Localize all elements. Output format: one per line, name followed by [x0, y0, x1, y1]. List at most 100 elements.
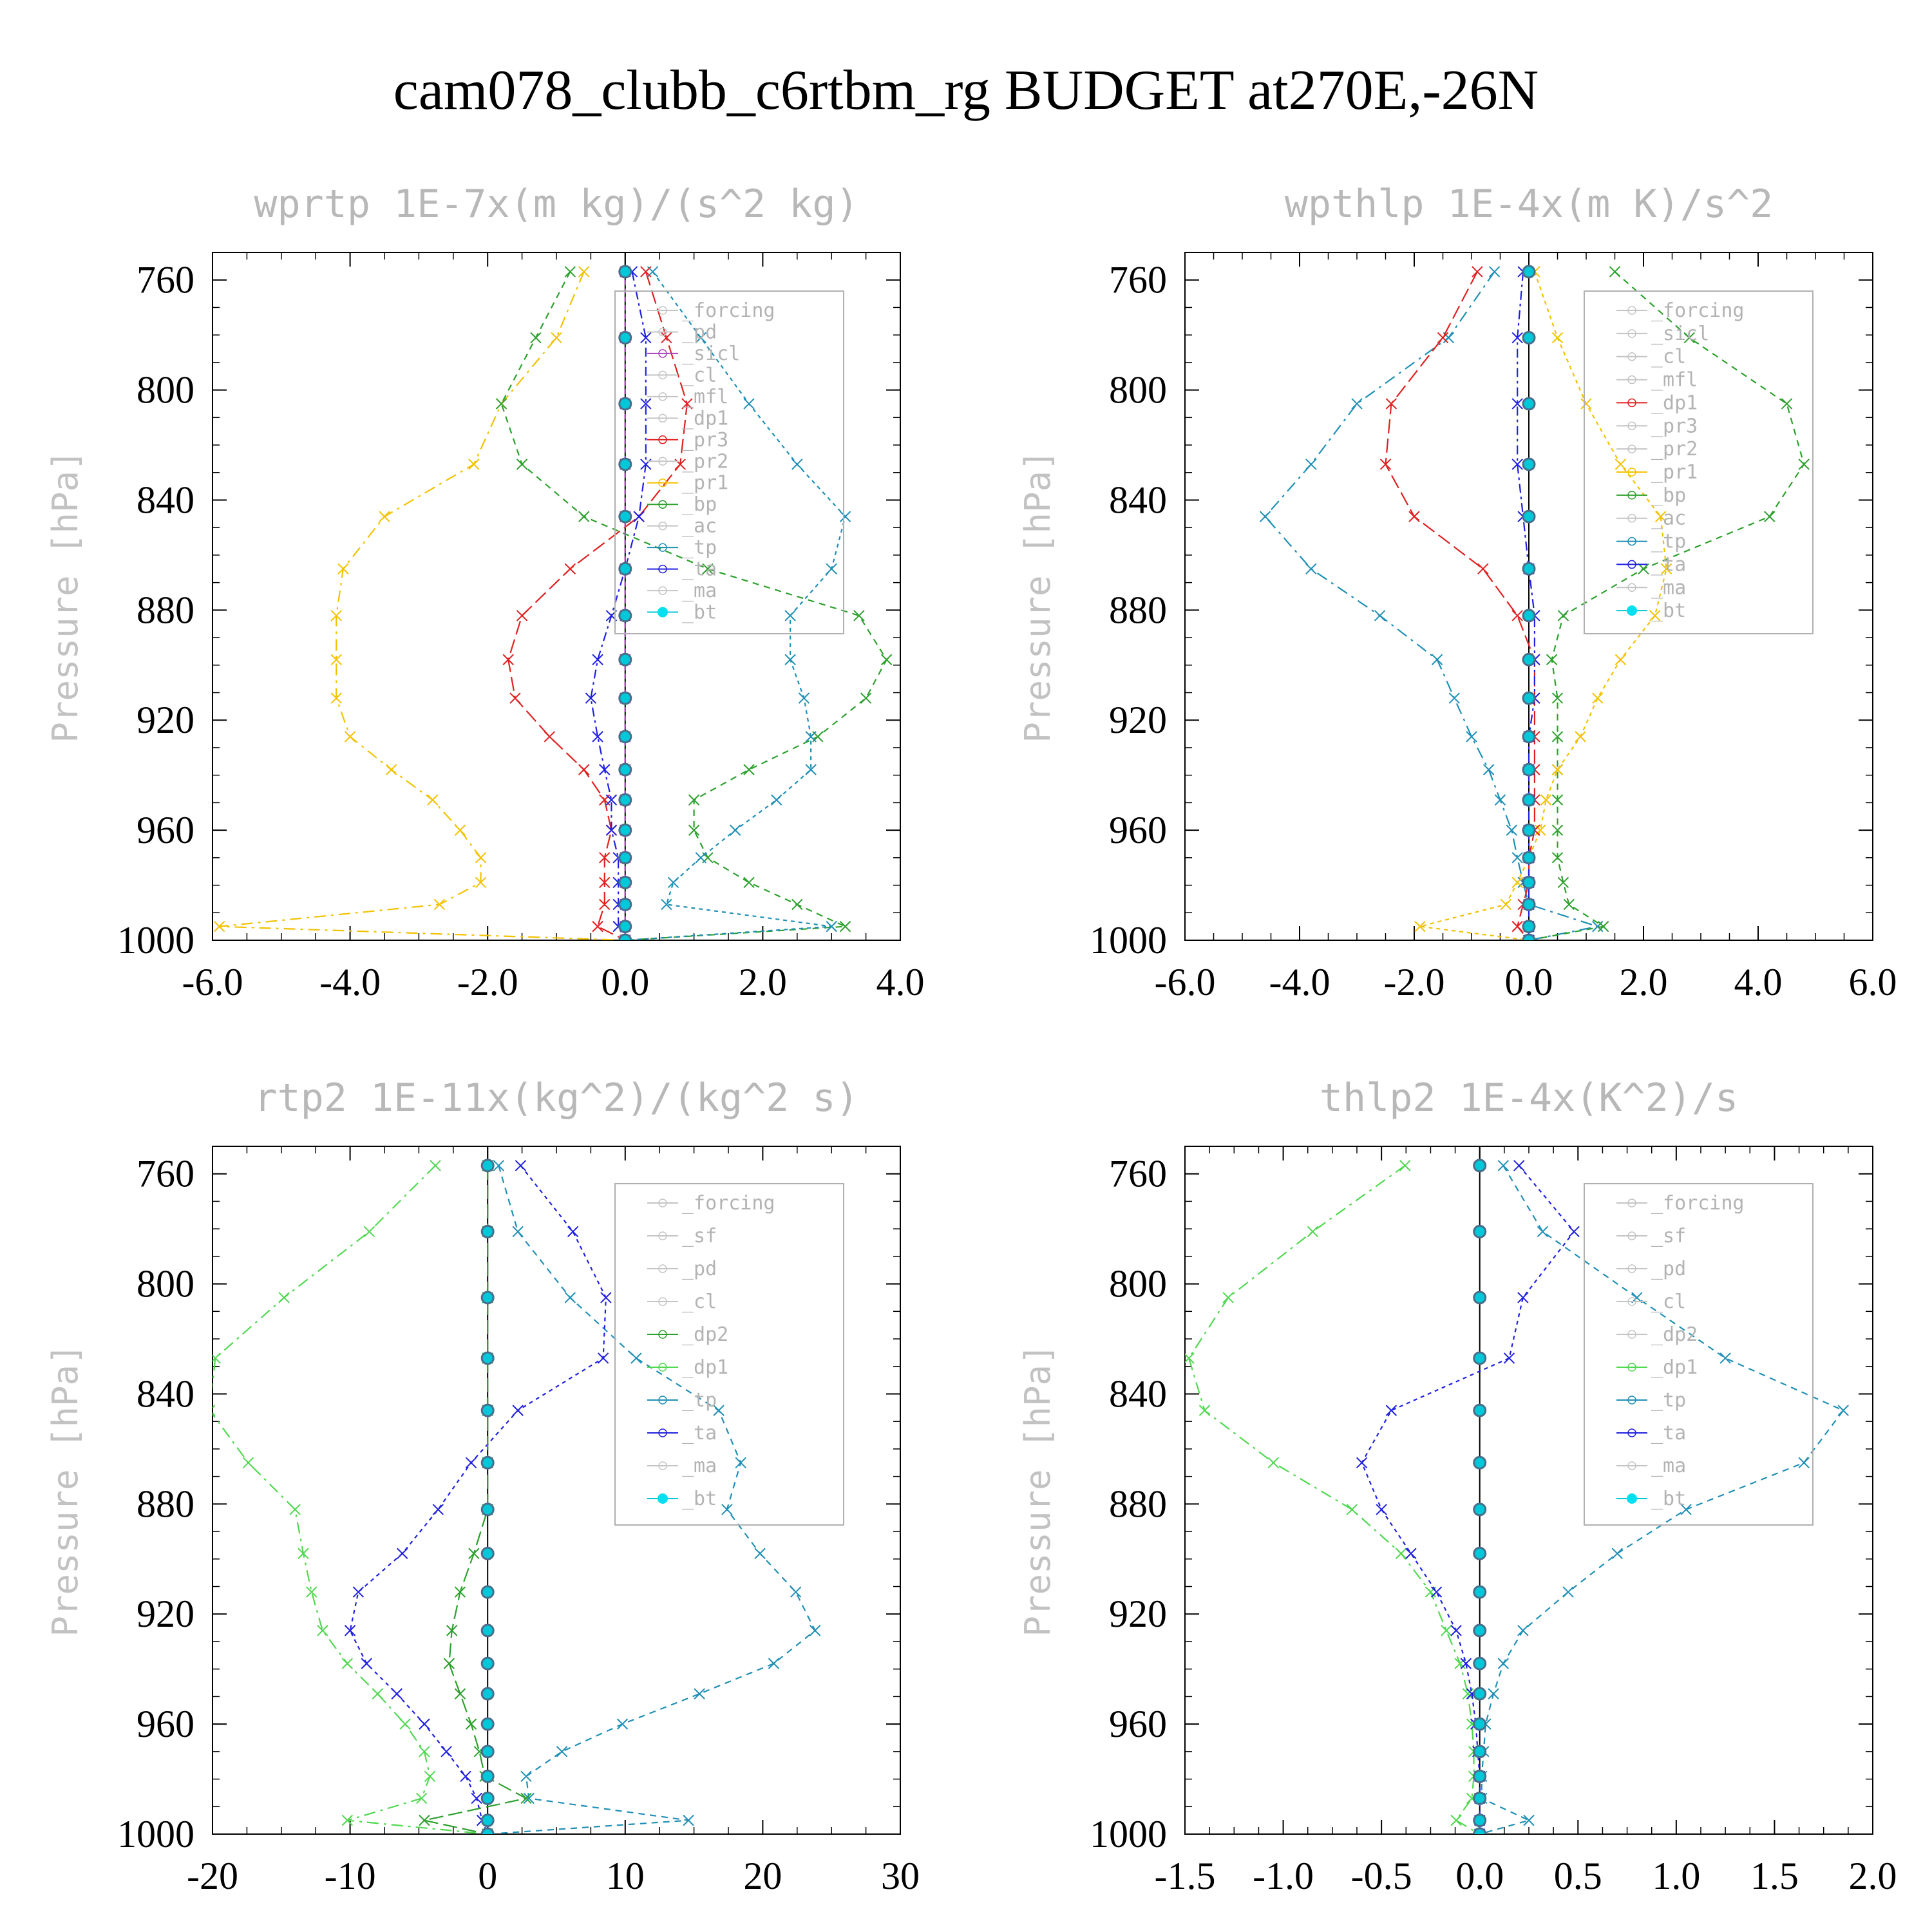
- data-point: [640, 332, 652, 344]
- data-point: [213, 1352, 221, 1364]
- data-point: [1185, 1352, 1195, 1364]
- legend-label: _pr3: [1651, 415, 1698, 437]
- legend-box: [1584, 1183, 1814, 1526]
- data-point: [1473, 1403, 1487, 1417]
- y-axis-label: Pressure [hPa]: [1018, 1343, 1058, 1636]
- data-point: [1551, 824, 1564, 836]
- data-point: [1477, 563, 1489, 574]
- data-point: [337, 563, 349, 574]
- legend-label: _ta: [682, 558, 717, 581]
- data-point: [743, 764, 755, 775]
- data-point: [599, 764, 611, 775]
- data-point: [415, 1792, 428, 1804]
- y-tick-label: 760: [137, 259, 194, 301]
- legend-label: _pd: [682, 321, 717, 343]
- data-point: [1437, 332, 1449, 344]
- legend-label: _mfl: [682, 386, 728, 408]
- legend-marker: [658, 586, 667, 595]
- data-point: [1781, 398, 1793, 410]
- data-point: [618, 793, 632, 807]
- data-point: [640, 266, 652, 278]
- data-point: [1522, 920, 1536, 934]
- data-point: [1473, 1827, 1487, 1834]
- legend-label: _forcing: [1651, 299, 1745, 322]
- data-point: [1222, 1292, 1234, 1303]
- legend-label: _bp: [1651, 484, 1686, 507]
- data-point: [853, 610, 865, 621]
- legend-label: _ma: [1651, 1455, 1686, 1477]
- page-title: cam078_clubb_c6rtbm_rg BUDGET at270E,-26…: [393, 59, 1539, 122]
- legend-label: _sicl: [682, 343, 740, 365]
- data-point: [317, 1625, 328, 1636]
- data-point: [1305, 459, 1317, 470]
- series-dp1: [1379, 266, 1540, 940]
- legend-label: _tp: [682, 1389, 717, 1412]
- data-point: [344, 1625, 356, 1636]
- series-tp: [620, 266, 851, 940]
- legend-marker: [658, 500, 667, 509]
- data-point: [1395, 1548, 1407, 1559]
- data-point: [427, 794, 439, 806]
- legend-marker: [1627, 605, 1637, 616]
- data-point: [419, 1718, 430, 1730]
- x-tick-label: -2.0: [457, 961, 518, 1003]
- legend-marker: [658, 521, 667, 531]
- legend-label: _dp1: [1651, 392, 1698, 414]
- data-point: [694, 1688, 705, 1700]
- data-point: [289, 1504, 301, 1515]
- data-point: [1346, 1504, 1358, 1515]
- x-tick-label: 2.0: [1620, 961, 1668, 1003]
- x-tick-label: -0.5: [1351, 1855, 1412, 1897]
- data-point: [242, 1457, 254, 1468]
- legend-marker: [1627, 536, 1636, 546]
- data-point: [1517, 1625, 1529, 1636]
- series-line: [500, 271, 887, 940]
- data-point: [419, 1746, 430, 1757]
- y-tick-label: 920: [1109, 1593, 1167, 1635]
- data-point: [1522, 457, 1536, 471]
- data-point: [605, 824, 618, 836]
- data-point: [805, 731, 817, 743]
- data-point: [330, 610, 342, 621]
- x-tick-label: 1.5: [1750, 1855, 1799, 1897]
- data-point: [1522, 652, 1536, 667]
- series-line: [219, 271, 625, 940]
- legend-label: _bt: [682, 1488, 717, 1510]
- data-point: [839, 511, 851, 522]
- legend-marker: [1627, 329, 1636, 338]
- data-point: [1522, 875, 1536, 889]
- data-point: [1522, 330, 1536, 345]
- data-point: [1497, 1160, 1510, 1171]
- data-point: [564, 563, 576, 574]
- y-tick-label: 880: [137, 1482, 194, 1525]
- series-dp1: [1185, 1160, 1486, 1834]
- series-line: [1385, 271, 1535, 940]
- data-point: [1430, 1586, 1443, 1598]
- data-point: [618, 875, 632, 889]
- data-point: [1523, 1814, 1535, 1826]
- data-point: [432, 1504, 444, 1515]
- data-point: [523, 1792, 535, 1804]
- data-point: [446, 1625, 458, 1636]
- legend-box: [614, 1183, 844, 1526]
- data-point: [1431, 654, 1443, 665]
- data-point: [1537, 1226, 1549, 1238]
- data-point: [1654, 511, 1667, 522]
- x-tick-label: 10: [606, 1855, 645, 1897]
- panel-title: rtp2 1E-11x(kg^2)/(kg^2 s): [254, 1075, 858, 1121]
- legend-marker: [1627, 398, 1636, 408]
- legend-label: _tp: [1651, 531, 1686, 553]
- y-tick-label: 920: [137, 699, 194, 741]
- legend-marker: [658, 413, 667, 423]
- data-point: [1473, 1656, 1487, 1671]
- y-tick-label: 960: [137, 809, 194, 851]
- x-tick-label: -1.5: [1155, 1855, 1216, 1897]
- y-tick-label: 800: [1109, 369, 1167, 412]
- data-point: [784, 610, 796, 621]
- data-point: [520, 1770, 532, 1782]
- data-point: [495, 398, 507, 410]
- legend-marker: [1627, 1198, 1636, 1208]
- legend-label: _tp: [1651, 1389, 1686, 1412]
- legend-marker: [1627, 1363, 1636, 1372]
